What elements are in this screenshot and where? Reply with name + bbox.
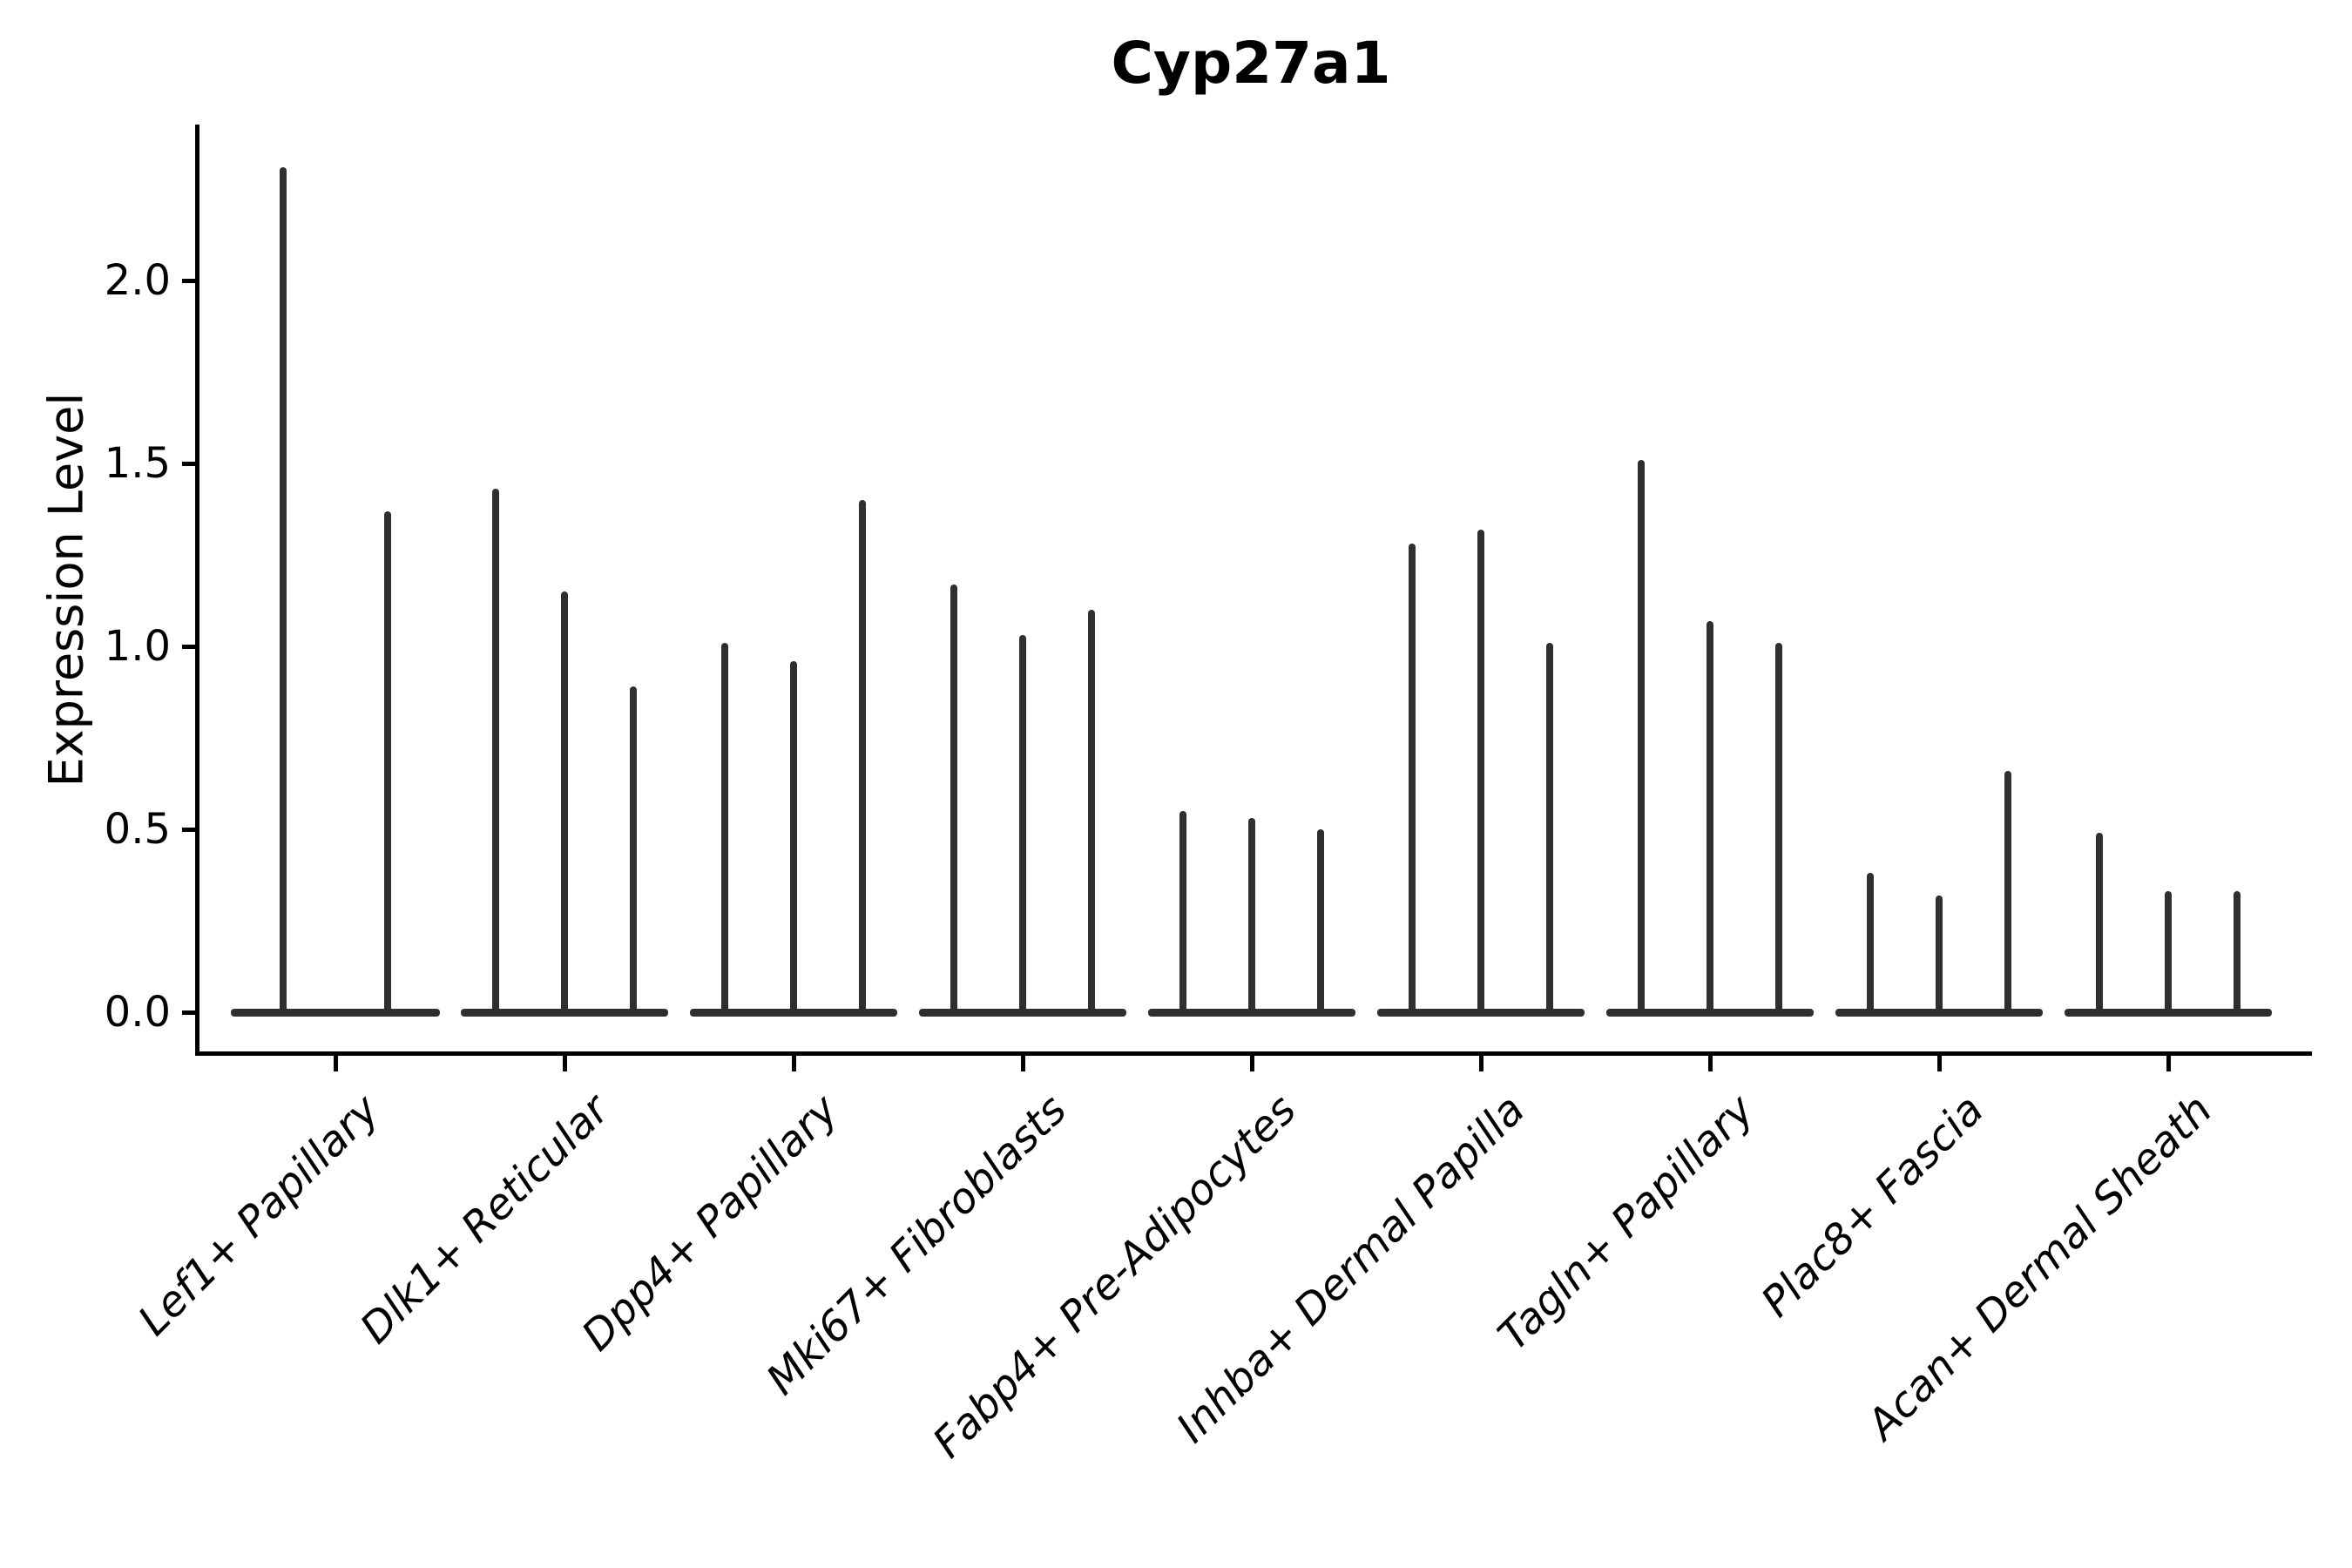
violin-spike	[950, 584, 957, 1014]
x-tick-mark	[1478, 1056, 1484, 1071]
y-tick-label: 2.0	[104, 256, 171, 305]
violin-spike	[859, 500, 866, 1014]
y-axis-spine	[195, 125, 199, 1056]
violin-spike	[280, 166, 287, 1014]
x-tick-mark	[791, 1056, 796, 1071]
violin-spike	[1317, 829, 1324, 1014]
y-tick-mark	[182, 278, 196, 283]
x-category-label: Dpp4+ Papillary	[572, 1085, 848, 1361]
violin-spike	[1546, 642, 1553, 1014]
violin-spike	[2004, 770, 2011, 1014]
x-tick-mark	[1249, 1056, 1254, 1071]
x-category-label: Dlk1+ Reticular	[350, 1085, 618, 1354]
x-tick-mark	[2166, 1056, 2171, 1071]
violin-spike	[1019, 635, 1026, 1014]
violin-spike	[1775, 642, 1782, 1014]
violin-spike	[790, 660, 797, 1014]
x-tick-mark	[1020, 1056, 1025, 1071]
y-tick-mark	[182, 644, 196, 649]
violin-spike	[2096, 833, 2103, 1014]
x-category-label: Lef1+ Papillary	[129, 1085, 389, 1346]
x-category-label: Plac8+ Fascia	[1751, 1085, 1993, 1327]
violin-spike	[1638, 459, 1645, 1014]
violin-spike	[1936, 895, 1943, 1014]
y-tick-label: 0.5	[104, 805, 171, 854]
x-axis-spine	[195, 1051, 2312, 1056]
violin-spike	[1409, 544, 1416, 1014]
y-tick-label: 0.0	[104, 988, 171, 1037]
chart-title: Cyp27a1	[1111, 30, 1391, 97]
violin-spike	[1867, 873, 1874, 1014]
y-tick-label: 1.0	[104, 622, 171, 671]
violin-spike	[2165, 891, 2172, 1014]
x-tick-mark	[1936, 1056, 1942, 1071]
y-tick-mark	[182, 827, 196, 832]
violin-spike	[492, 489, 499, 1014]
x-category-label: Fabp4+ Pre-Adipocytes	[923, 1085, 1306, 1468]
violin-spike	[2234, 891, 2240, 1014]
violin-spike	[630, 686, 637, 1014]
violin-spike	[561, 591, 568, 1014]
violin-spike	[721, 642, 728, 1014]
violin-spike	[384, 510, 391, 1014]
y-tick-label: 1.5	[104, 439, 171, 488]
violin-base	[231, 1008, 440, 1017]
violin-spike	[1088, 610, 1095, 1014]
x-tick-mark	[1707, 1056, 1713, 1071]
x-category-label: Tagln+ Papillary	[1489, 1085, 1764, 1361]
y-tick-mark	[182, 1010, 196, 1015]
x-tick-mark	[562, 1056, 567, 1071]
violin-spike	[1179, 811, 1186, 1014]
x-tick-mark	[333, 1056, 338, 1071]
violin-spike	[1477, 529, 1484, 1014]
y-tick-mark	[182, 461, 196, 466]
violin-spike	[1707, 620, 1713, 1014]
violin-spike	[1248, 818, 1255, 1014]
